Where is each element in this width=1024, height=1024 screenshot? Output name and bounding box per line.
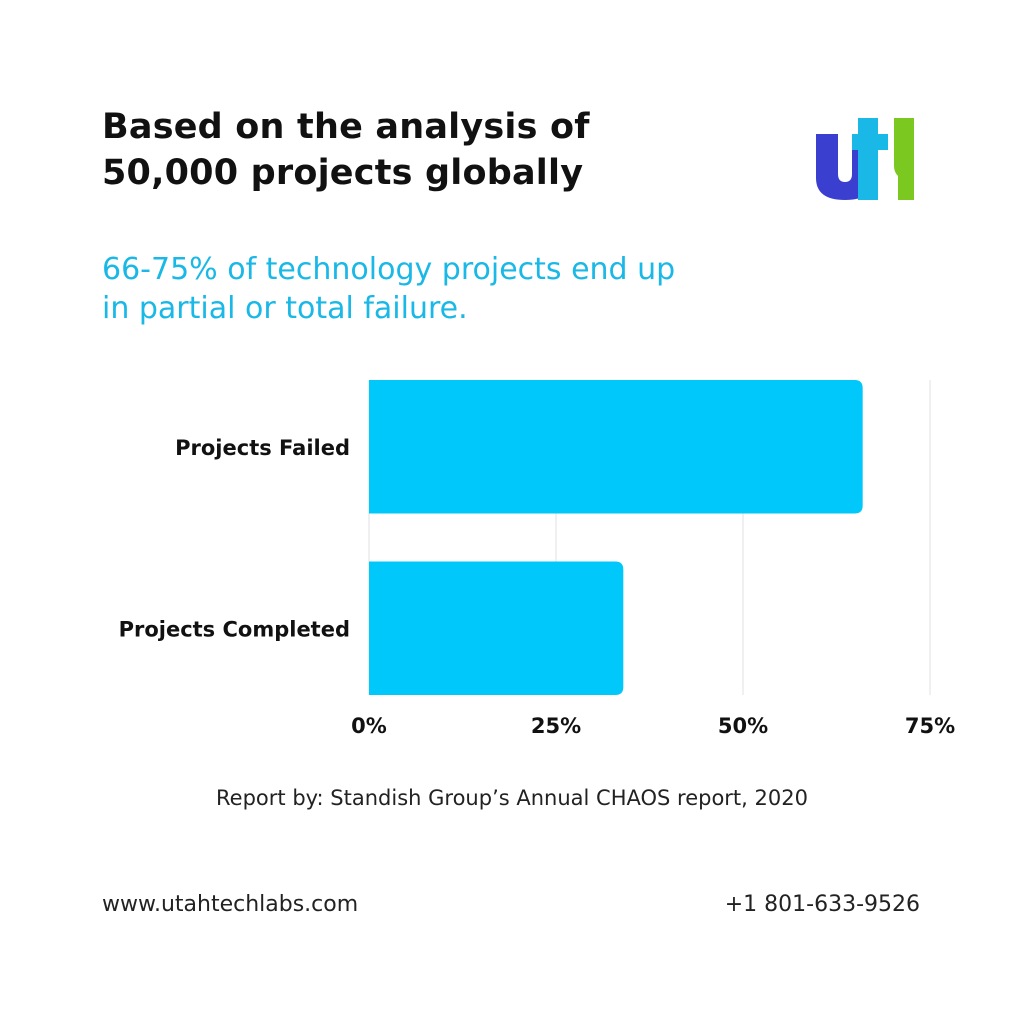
bar-chart: Projects Failed Projects Completed 0% 25% 5… <box>0 370 1024 750</box>
x-tick-label-2: 50% <box>718 714 768 738</box>
category-label-1: Projects Completed <box>119 617 350 641</box>
subheadline-line-1: 66-75% of technology projects end up <box>102 252 676 287</box>
x-tick-label-1: 25% <box>531 714 581 738</box>
bar-projects-completed <box>369 561 624 695</box>
bar-layer <box>369 380 863 695</box>
x-tick-label-0: 0% <box>351 714 387 738</box>
utl-logo <box>814 116 918 202</box>
source-note: Report by: Standish Group’s Annual CHAOS… <box>216 786 808 810</box>
subheadline-line-2: in partial or total failure. <box>102 291 468 326</box>
headline-line-2: 50,000 projects globally <box>102 153 584 193</box>
x-tick-label-3: 75% <box>905 714 955 738</box>
tick-layer: 0% 25% 50% 75% <box>351 714 955 738</box>
category-label-0: Projects Failed <box>175 436 350 460</box>
bar-projects-failed <box>369 380 863 514</box>
website-link[interactable]: www.utahtechlabs.com <box>102 892 359 917</box>
headline: Based on the analysis of 50,000 projects… <box>102 104 662 196</box>
phone-number[interactable]: +1 801-633-9526 <box>724 892 920 917</box>
label-layer: Projects Failed Projects Completed <box>119 436 350 642</box>
logo-letter-l <box>894 118 914 200</box>
headline-line-1: Based on the analysis of <box>102 107 590 147</box>
subheadline: 66-75% of technology projects end up in … <box>102 250 802 328</box>
bar-chart-svg: Projects Failed Projects Completed 0% 25% 5… <box>119 380 955 738</box>
